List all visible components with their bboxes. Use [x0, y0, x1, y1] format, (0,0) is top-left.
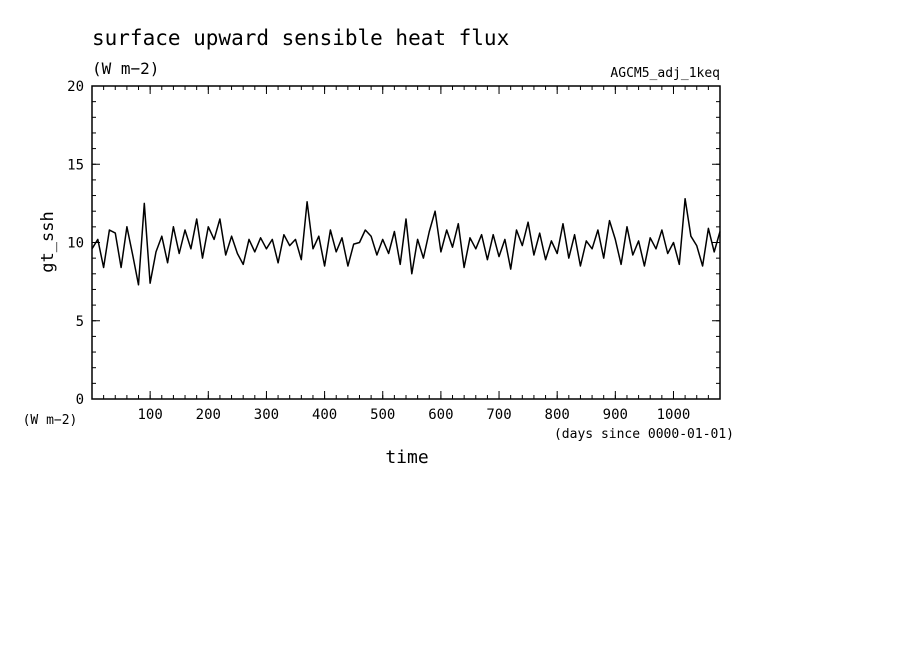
x-axis-label: time [385, 447, 428, 468]
y-axis-label: gt_ssh [38, 211, 58, 272]
y-tick-label: 15 [67, 157, 84, 173]
experiment-label: AGCM5_adj_1keq [610, 66, 720, 81]
x-tick-label: 300 [254, 407, 279, 423]
x-tick-label: 900 [603, 407, 628, 423]
x-tick-label: 600 [428, 407, 453, 423]
tick-labels: 100 200 300 400 500 600 700 800 900 1000 0 5 10 15 20 [67, 79, 690, 423]
x-units-label: (days since 0000-01-01) [554, 427, 734, 442]
x-tick-label: 200 [196, 407, 221, 423]
chart-units-label: (W m−2) [92, 59, 159, 78]
axis-ticks [92, 85, 720, 400]
x-tick-label: 1000 [657, 407, 691, 423]
y-tick-label: 10 [67, 236, 84, 252]
x-tick-label: 500 [370, 407, 395, 423]
chart-title: surface upward sensible heat flux [92, 26, 509, 50]
y-tick-label: 5 [76, 314, 84, 330]
series-line [91, 197, 721, 286]
x-tick-label: 700 [486, 407, 511, 423]
x-tick-label: 800 [545, 407, 570, 423]
x-tick-label: 400 [312, 407, 337, 423]
x-tick-label: 100 [137, 407, 162, 423]
y-tick-label: 20 [67, 79, 84, 95]
plot-frame [91, 85, 721, 400]
y-units-label: (W m−2) [23, 413, 78, 428]
y-tick-label: 0 [76, 392, 84, 408]
